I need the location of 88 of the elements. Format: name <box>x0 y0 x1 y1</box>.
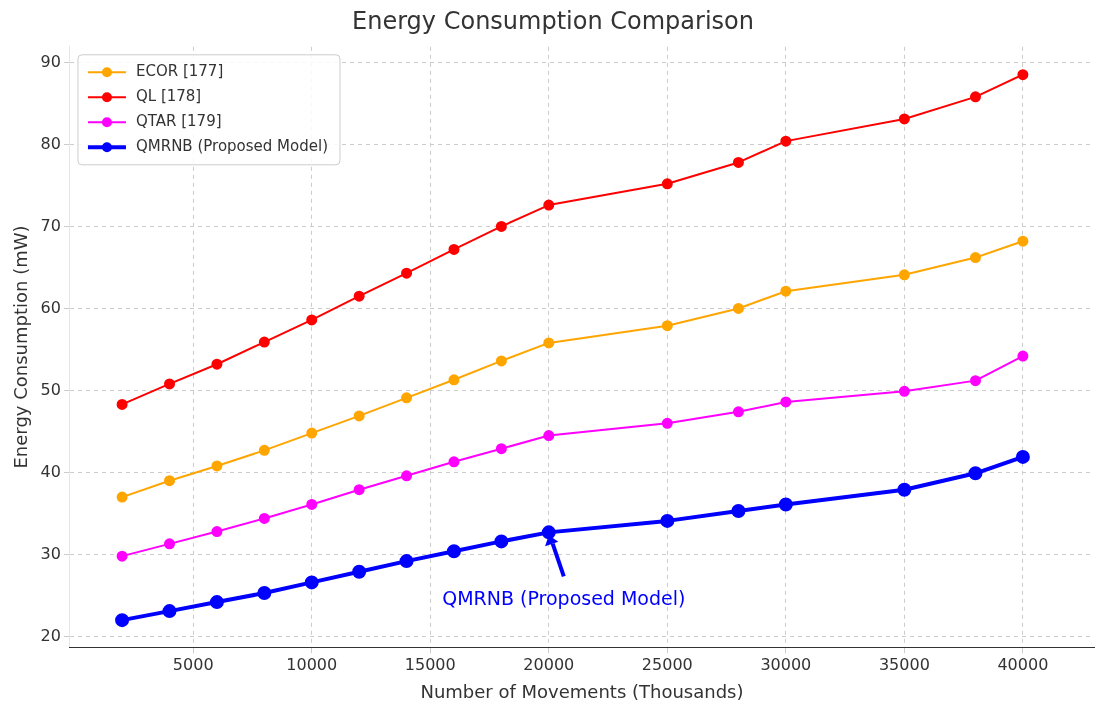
point <box>1017 350 1029 362</box>
y-tick-label: 30 <box>40 543 61 563</box>
y-axis-title: Energy Consumption (mW) <box>10 225 32 469</box>
point <box>661 178 673 190</box>
x-tick-label: 30000 <box>760 654 812 674</box>
point <box>969 91 981 103</box>
point <box>448 374 460 386</box>
point <box>898 385 910 397</box>
point <box>661 320 673 332</box>
x-tick-label: 10000 <box>286 654 338 674</box>
point <box>543 199 555 211</box>
point <box>543 430 555 442</box>
point <box>495 355 507 367</box>
point <box>968 466 983 481</box>
legend-label: QMRNB (Proposed Model) <box>135 137 328 156</box>
point <box>732 302 744 314</box>
y-tick-label: 60 <box>40 297 61 317</box>
point <box>494 534 509 549</box>
x-tick-label: 20000 <box>523 654 575 674</box>
x-tick-label: 5000 <box>172 654 214 674</box>
point <box>778 497 793 512</box>
chart-title: Energy Consumption Comparison <box>352 6 754 35</box>
y-tick-label: 70 <box>40 215 61 235</box>
point <box>448 456 460 468</box>
point <box>211 460 223 472</box>
point <box>306 427 318 439</box>
point <box>164 475 176 487</box>
point <box>732 406 744 418</box>
point <box>780 396 792 408</box>
point <box>257 586 272 601</box>
y-tick-label: 20 <box>40 625 61 645</box>
point <box>661 417 673 429</box>
point <box>164 538 176 550</box>
point <box>352 564 367 579</box>
legend-label: ECOR [177] <box>135 62 224 81</box>
point <box>211 358 223 370</box>
point <box>211 526 223 538</box>
point <box>116 491 128 503</box>
point <box>353 290 365 302</box>
point <box>732 156 744 168</box>
x-tick-label: 25000 <box>641 654 693 674</box>
point <box>353 410 365 422</box>
point <box>258 444 270 456</box>
point <box>1017 69 1029 81</box>
point <box>780 135 792 147</box>
point <box>401 470 413 482</box>
point <box>495 220 507 232</box>
point <box>399 554 414 569</box>
point <box>448 243 460 255</box>
point <box>969 252 981 264</box>
point <box>401 392 413 404</box>
point <box>209 595 224 610</box>
point <box>164 378 176 390</box>
point <box>115 613 130 628</box>
legend-label: QTAR [179] <box>135 112 222 131</box>
point <box>969 375 981 387</box>
x-axis-title: Number of Movements (Thousands) <box>420 680 744 702</box>
x-tick-label: 40000 <box>997 654 1049 674</box>
point <box>1015 449 1030 464</box>
point <box>660 513 675 528</box>
x-tick-label: 15000 <box>404 654 456 674</box>
point <box>258 336 270 348</box>
legend-label: QL [178] <box>135 87 202 106</box>
point <box>162 604 177 619</box>
y-tick-label: 80 <box>40 133 61 153</box>
point <box>543 337 555 349</box>
point <box>116 550 128 562</box>
y-tick-label: 40 <box>40 461 61 481</box>
point <box>898 269 910 281</box>
point <box>446 544 461 559</box>
point <box>401 267 413 279</box>
x-tick-label: 35000 <box>878 654 930 674</box>
point <box>780 285 792 297</box>
point <box>258 512 270 524</box>
point <box>306 498 318 510</box>
point <box>541 525 556 540</box>
point <box>1017 235 1029 247</box>
point <box>898 113 910 125</box>
point <box>897 482 912 497</box>
annotation: QMRNB (Proposed Model) <box>442 586 686 609</box>
point <box>306 314 318 326</box>
point <box>353 484 365 496</box>
point <box>495 443 507 455</box>
point <box>731 504 746 519</box>
point <box>116 398 128 410</box>
point <box>304 575 319 590</box>
y-tick-label: 50 <box>40 379 61 399</box>
y-tick-label: 90 <box>40 51 61 71</box>
